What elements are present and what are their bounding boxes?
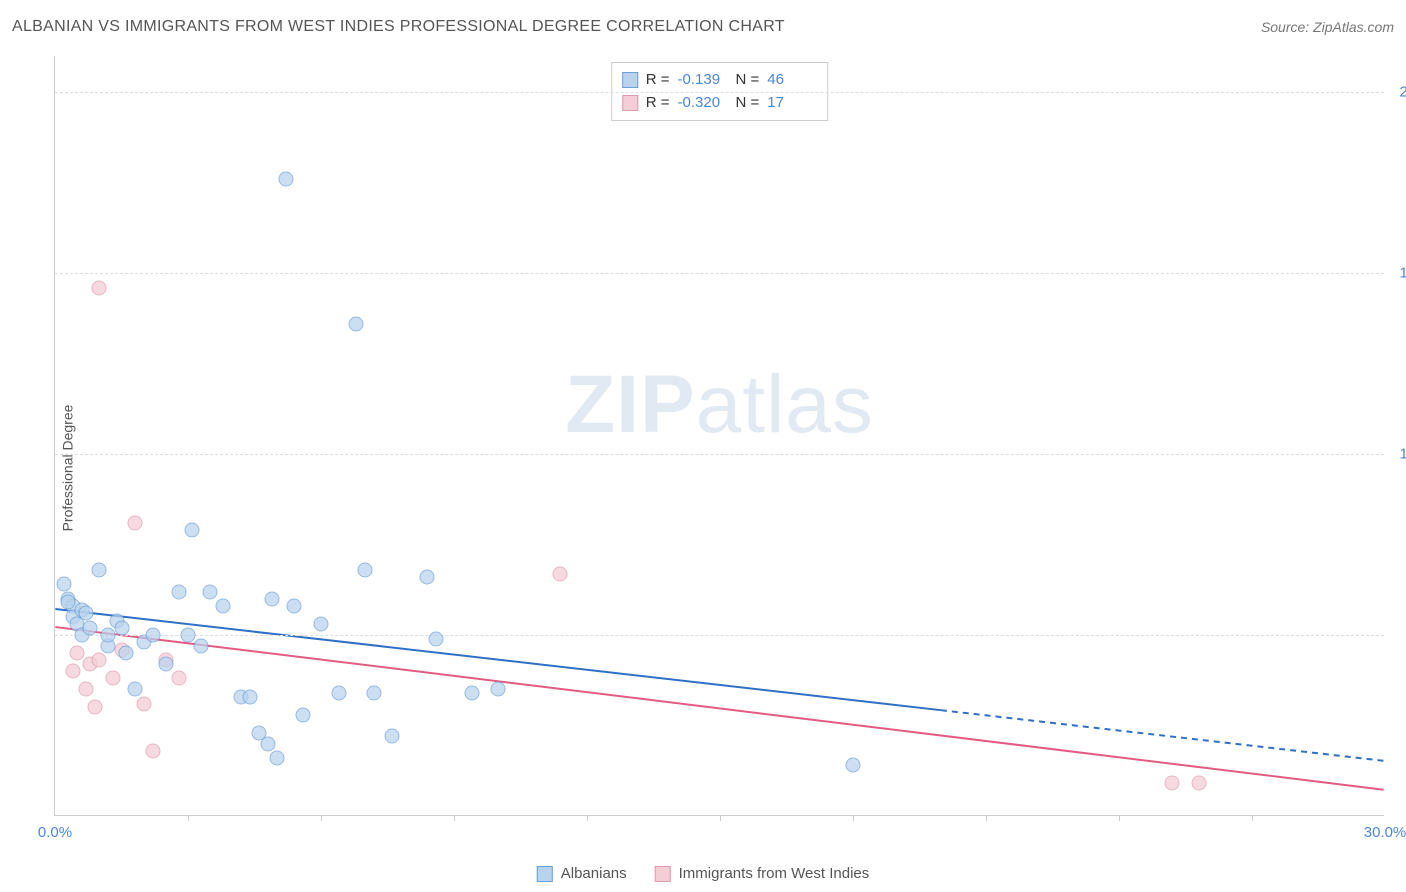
data-point-b	[145, 743, 160, 758]
y-tick-label: 15.0%	[1392, 265, 1406, 282]
data-point-b	[79, 682, 94, 697]
data-point-b	[70, 646, 85, 661]
data-point-a	[367, 685, 382, 700]
data-point-b	[1191, 776, 1206, 791]
data-point-a	[216, 599, 231, 614]
data-point-b	[136, 696, 151, 711]
y-tick-label: 5.0%	[1392, 627, 1406, 644]
x-tick	[853, 815, 854, 821]
data-point-b	[127, 515, 142, 530]
x-tick	[454, 815, 455, 821]
watermark: ZIPatlas	[565, 358, 874, 452]
gridline	[55, 635, 1384, 636]
stats-row-b: R = -0.320 N = 17	[622, 92, 818, 115]
data-point-b	[172, 671, 187, 686]
watermark-zip: ZIP	[565, 359, 696, 450]
data-point-a	[158, 657, 173, 672]
data-point-a	[92, 562, 107, 577]
data-point-b	[553, 566, 568, 581]
x-tick	[587, 815, 588, 821]
chart-header: ALBANIAN VS IMMIGRANTS FROM WEST INDIES …	[12, 18, 1394, 36]
legend-label-a: Albanians	[561, 865, 627, 882]
x-tick-label: 0.0%	[38, 824, 72, 841]
x-tick	[321, 815, 322, 821]
data-point-a	[429, 631, 444, 646]
chart-title: ALBANIAN VS IMMIGRANTS FROM WEST INDIES …	[12, 18, 785, 36]
data-point-a	[331, 685, 346, 700]
source-attribution: Source: ZipAtlas.com	[1261, 19, 1394, 35]
gridline	[55, 273, 1384, 274]
plot-area: ZIPatlas R = -0.139 N = 46 R = -0.320 N …	[54, 56, 1384, 816]
data-point-a	[83, 620, 98, 635]
y-tick-label: 10.0%	[1392, 446, 1406, 463]
data-point-a	[846, 758, 861, 773]
x-tick	[1119, 815, 1120, 821]
r-label-b: R =	[646, 92, 670, 115]
data-point-a	[260, 736, 275, 751]
legend-item-b: Immigrants from West Indies	[655, 865, 870, 882]
data-point-a	[194, 638, 209, 653]
x-tick-label: 30.0%	[1364, 824, 1406, 841]
data-point-a	[358, 562, 373, 577]
n-value-b: 17	[767, 92, 817, 115]
data-point-a	[118, 646, 133, 661]
x-tick	[986, 815, 987, 821]
data-point-b	[65, 664, 80, 679]
data-point-b	[92, 280, 107, 295]
r-value-b: -0.320	[678, 92, 728, 115]
r-value-a: -0.139	[678, 69, 728, 92]
legend-swatch-b	[655, 866, 671, 882]
source-name: ZipAtlas.com	[1313, 19, 1394, 35]
data-point-a	[278, 172, 293, 187]
data-point-a	[185, 523, 200, 538]
data-point-a	[243, 689, 258, 704]
data-point-a	[181, 628, 196, 643]
source-prefix: Source:	[1261, 19, 1313, 35]
legend-swatch-a	[537, 866, 553, 882]
swatch-b	[622, 95, 638, 111]
data-point-a	[269, 751, 284, 766]
data-point-b	[105, 671, 120, 686]
data-point-a	[491, 682, 506, 697]
data-point-a	[203, 584, 218, 599]
data-point-a	[314, 617, 329, 632]
n-label-b: N =	[736, 92, 760, 115]
n-value-a: 46	[767, 69, 817, 92]
swatch-a	[622, 72, 638, 88]
data-point-a	[384, 729, 399, 744]
data-point-a	[79, 606, 94, 621]
data-point-b	[87, 700, 102, 715]
gridline	[55, 454, 1384, 455]
data-point-a	[114, 620, 129, 635]
watermark-atlas: atlas	[696, 359, 874, 450]
data-point-a	[464, 685, 479, 700]
gridline	[55, 92, 1384, 93]
data-point-a	[420, 570, 435, 585]
y-tick-label: 20.0%	[1392, 84, 1406, 101]
r-label-a: R =	[646, 69, 670, 92]
data-point-a	[287, 599, 302, 614]
data-point-a	[56, 577, 71, 592]
data-point-a	[172, 584, 187, 599]
stats-row-a: R = -0.139 N = 46	[622, 69, 818, 92]
data-point-a	[265, 591, 280, 606]
x-tick	[720, 815, 721, 821]
data-point-a	[145, 628, 160, 643]
data-point-a	[349, 316, 364, 331]
chart-area: Professional Degree ZIPatlas R = -0.139 …	[12, 52, 1394, 884]
data-point-a	[127, 682, 142, 697]
x-tick	[1252, 815, 1253, 821]
data-point-a	[296, 707, 311, 722]
data-point-b	[92, 653, 107, 668]
x-tick	[188, 815, 189, 821]
bottom-legend: Albanians Immigrants from West Indies	[537, 865, 870, 882]
legend-item-a: Albanians	[537, 865, 627, 882]
data-point-a	[61, 595, 76, 610]
data-point-b	[1165, 776, 1180, 791]
n-label-a: N =	[736, 69, 760, 92]
legend-label-b: Immigrants from West Indies	[679, 865, 870, 882]
